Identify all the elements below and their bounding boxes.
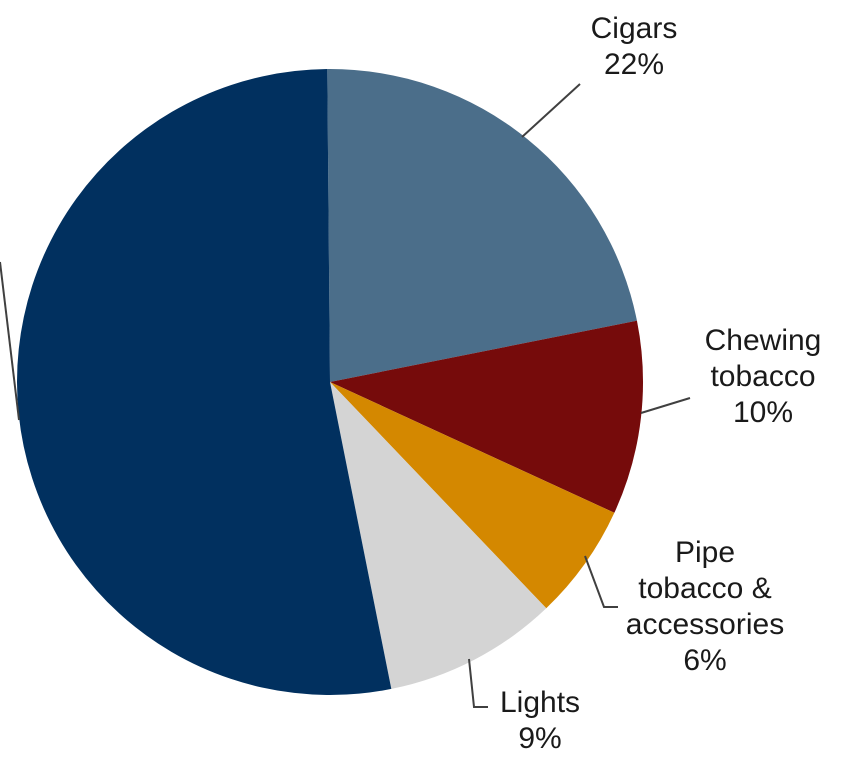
slice-category-label: Chewing [705,324,822,357]
slice-label-1: Chewing tobacco 10% [705,324,822,429]
pie-slices [16,68,643,695]
leader-line-0 [521,83,581,138]
slice-label-3: Lights 9% [500,686,580,755]
slice-category-label: Lights [500,686,580,719]
slice-value-label: 22% [604,48,664,81]
leader-line-2 [584,555,618,608]
slice-category-label: tobacco [710,360,815,393]
slice-value-label: 10% [733,396,793,429]
pie-slice-2 [330,382,615,609]
leader-lines [0,83,691,708]
leader-line-4 [0,261,20,421]
pie-slice-0 [327,68,637,382]
pie-slice-3 [330,382,547,689]
leader-line-3 [468,658,488,708]
slice-category-label: tobacco & [638,572,771,605]
slice-label-2: Pipe tobacco & accessories 6% [626,536,784,677]
pie-slice-1 [330,320,643,513]
pie-slice-4 [16,69,392,695]
slice-label-0: Cigars 22% [591,12,678,81]
slice-value-label: 6% [683,644,726,677]
slice-category-label: Cigars [591,12,678,45]
leader-line-1 [640,397,691,414]
slice-category-label: accessories [626,608,784,641]
slice-value-label: 9% [518,722,561,755]
slice-labels: Cigars 22% Chewing tobacco 10% Pipe tobacco & a… [500,12,821,755]
slice-category-label: Pipe [675,536,735,569]
